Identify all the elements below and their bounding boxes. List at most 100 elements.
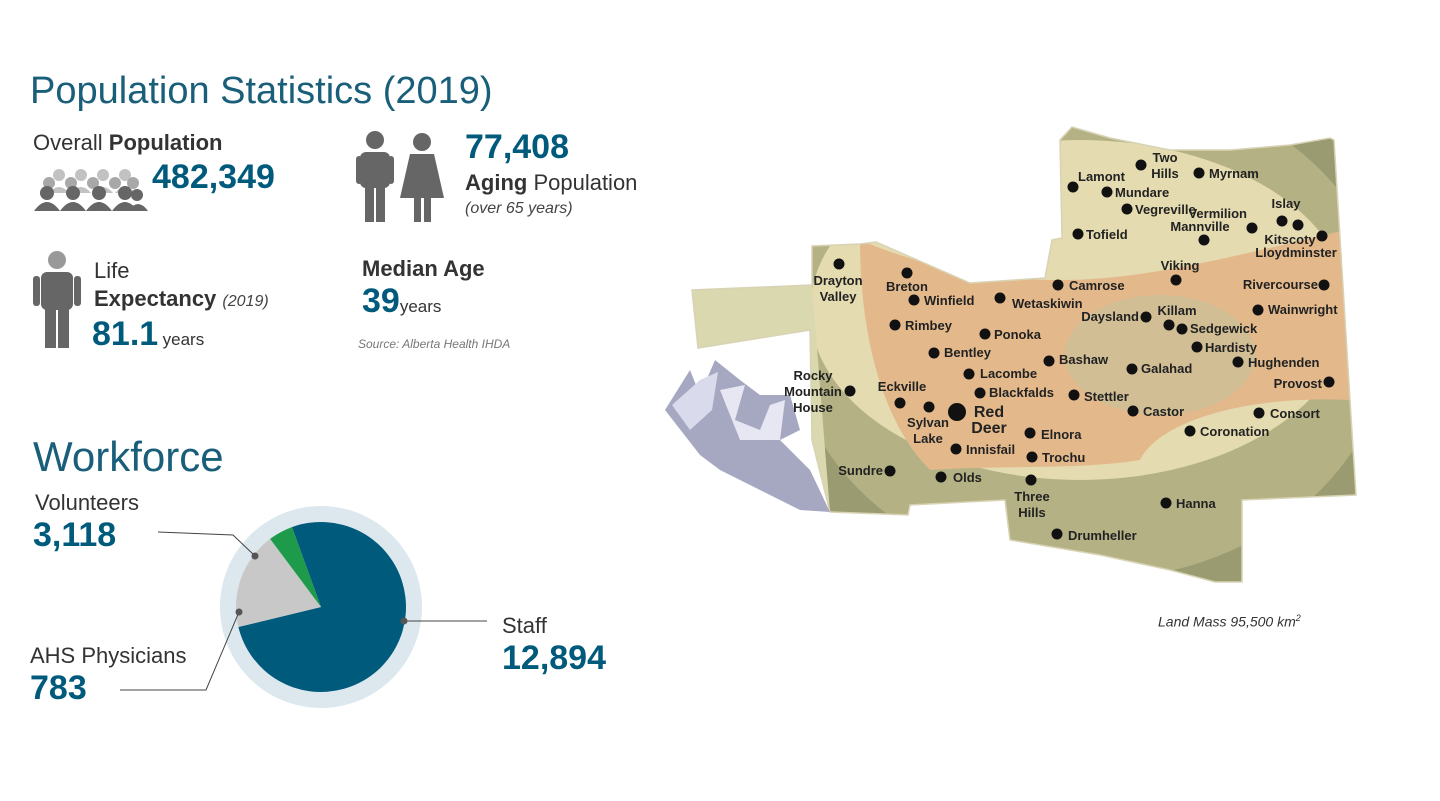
pie-slice-staff xyxy=(238,522,406,692)
city-dot-rivercourse xyxy=(1318,279,1330,291)
city-dot-hughenden xyxy=(1232,356,1244,368)
median-age-row: 39years xyxy=(362,282,441,321)
city-label-camrose: Camrose xyxy=(1069,278,1125,293)
city-label-blackfalds: Blackfalds xyxy=(989,385,1054,400)
city-label-ponoka: Ponoka xyxy=(994,327,1042,342)
pie-slice-volunteers xyxy=(236,538,321,628)
city-dot-kitscoty xyxy=(1292,219,1304,231)
volunteers-leader-dot xyxy=(251,552,259,560)
city-label-provost: Provost xyxy=(1274,376,1323,391)
life-expectancy-value: 81.1 xyxy=(92,315,159,353)
city-dot-bentley xyxy=(928,347,940,359)
workforce-pie-chart xyxy=(120,506,487,708)
life-expectancy-label-line1: Life xyxy=(94,258,130,283)
mountain-snow xyxy=(720,385,785,440)
city-dot-lloydminster xyxy=(1316,230,1328,242)
land-mass-note: Land Mass 95,500 km2 xyxy=(1158,613,1301,630)
city-label-sedgewick: Sedgewick xyxy=(1190,321,1258,336)
city-dot-breton xyxy=(901,267,913,279)
pie-slice-physicians xyxy=(270,527,321,607)
city-dot-islay xyxy=(1276,215,1288,227)
city-dot-lamont xyxy=(1067,181,1079,193)
median-age-label: Median Age xyxy=(362,256,485,281)
city-label-sylvan-lake: Sylvan Lake xyxy=(907,415,949,446)
city-label-hanna: Hanna xyxy=(1176,496,1217,511)
city-label-mannville: Mannville xyxy=(1170,219,1229,234)
staff-leader-dot xyxy=(400,617,408,625)
population-title: Population Statistics (2019) xyxy=(30,70,493,112)
staff-label: Staff xyxy=(502,613,547,638)
median-age-value: 39 xyxy=(362,282,400,320)
city-dot-rocky-mountain-house xyxy=(844,385,856,397)
city-label-rimbey: Rimbey xyxy=(905,318,953,333)
city-label-wainwright: Wainwright xyxy=(1268,302,1338,317)
city-dot-mundare xyxy=(1101,186,1113,198)
city-label-olds: Olds xyxy=(953,470,982,485)
city-dot-wainwright xyxy=(1252,304,1264,316)
city-label-drumheller: Drumheller xyxy=(1068,528,1137,543)
city-dot-blackfalds xyxy=(974,387,986,399)
city-label-vegreville: Vegreville xyxy=(1135,202,1196,217)
city-dot-daysland xyxy=(1140,311,1152,323)
city-dot-two-hills xyxy=(1135,159,1147,171)
median-age-unit: years xyxy=(399,297,442,316)
city-label-hardisty: Hardisty xyxy=(1205,340,1258,355)
city-label-kitscoty: Kitscoty xyxy=(1264,232,1316,247)
city-label-islay: Islay xyxy=(1272,196,1302,211)
city-label-trochu: Trochu xyxy=(1042,450,1085,465)
physicians-leader-dot xyxy=(235,608,243,616)
map-outline xyxy=(691,126,1357,583)
city-dot-three-hills xyxy=(1025,474,1037,486)
city-dot-consort xyxy=(1253,407,1265,419)
city-label-coronation: Coronation xyxy=(1200,424,1269,439)
aging-population-label: Aging Population xyxy=(465,170,638,195)
city-dot-innisfail xyxy=(950,443,962,455)
staff-value: 12,894 xyxy=(502,639,606,677)
city-dot-eckville xyxy=(894,397,906,409)
volunteers-value: 3,118 xyxy=(33,516,117,554)
city-label-daysland: Daysland xyxy=(1081,309,1139,324)
physicians-leader-line xyxy=(120,611,240,691)
couple-icon xyxy=(356,131,444,222)
city-label-three-hills: Three Hills xyxy=(1014,489,1049,520)
city-label-wetaskiwin: Wetaskiwin xyxy=(1012,296,1083,311)
city-label-hughenden: Hughenden xyxy=(1248,355,1320,370)
city-dot-hardisty xyxy=(1191,341,1203,353)
workforce-title: Workforce xyxy=(33,433,224,480)
city-label-two-hills: Two Hills xyxy=(1151,150,1178,181)
city-label-lacombe: Lacombe xyxy=(980,366,1037,381)
city-dot-vermilion xyxy=(1246,222,1258,234)
city-dot-provost xyxy=(1323,376,1335,388)
city-dot-vegreville xyxy=(1121,203,1133,215)
city-label-bentley: Bentley xyxy=(944,345,992,360)
city-label-red-deer: Red Deer xyxy=(971,404,1007,437)
city-label-myrnam: Myrnam xyxy=(1209,166,1259,181)
city-label-killam: Killam xyxy=(1157,303,1196,318)
city-label-vermilion: Vermilion xyxy=(1188,206,1247,221)
life-expectancy-label: Expectancy (2019) xyxy=(94,286,269,311)
city-label-bashaw: Bashaw xyxy=(1059,352,1109,367)
city-label-drayton-valley: Drayton Valley xyxy=(813,273,862,304)
overall-population-label: Overall Population xyxy=(33,130,223,155)
city-dot-red-deer xyxy=(948,403,966,421)
city-dot-ponoka xyxy=(979,328,991,340)
city-dot-wetaskiwin xyxy=(994,292,1006,304)
city-dot-drayton-valley xyxy=(833,258,845,270)
city-dot-galahad xyxy=(1126,363,1138,375)
city-label-mundare: Mundare xyxy=(1115,185,1169,200)
volunteers-leader-line xyxy=(157,531,256,557)
city-label-eckville: Eckville xyxy=(878,379,926,394)
map-center-east-zone xyxy=(1065,295,1255,415)
person-icon xyxy=(33,251,81,348)
city-label-viking: Viking xyxy=(1161,258,1200,273)
city-dot-olds xyxy=(935,471,947,483)
city-dot-sundre xyxy=(884,465,896,477)
city-label-rivercourse: Rivercourse xyxy=(1243,277,1318,292)
source-note: Source: Alberta Health IHDA xyxy=(358,337,511,351)
city-dot-sedgewick xyxy=(1176,323,1188,335)
mountain-highlight xyxy=(672,372,718,430)
city-label-lloydminster: Lloydminster xyxy=(1255,245,1337,260)
city-dot-mannville xyxy=(1198,234,1210,246)
city-dot-killam xyxy=(1163,319,1175,331)
